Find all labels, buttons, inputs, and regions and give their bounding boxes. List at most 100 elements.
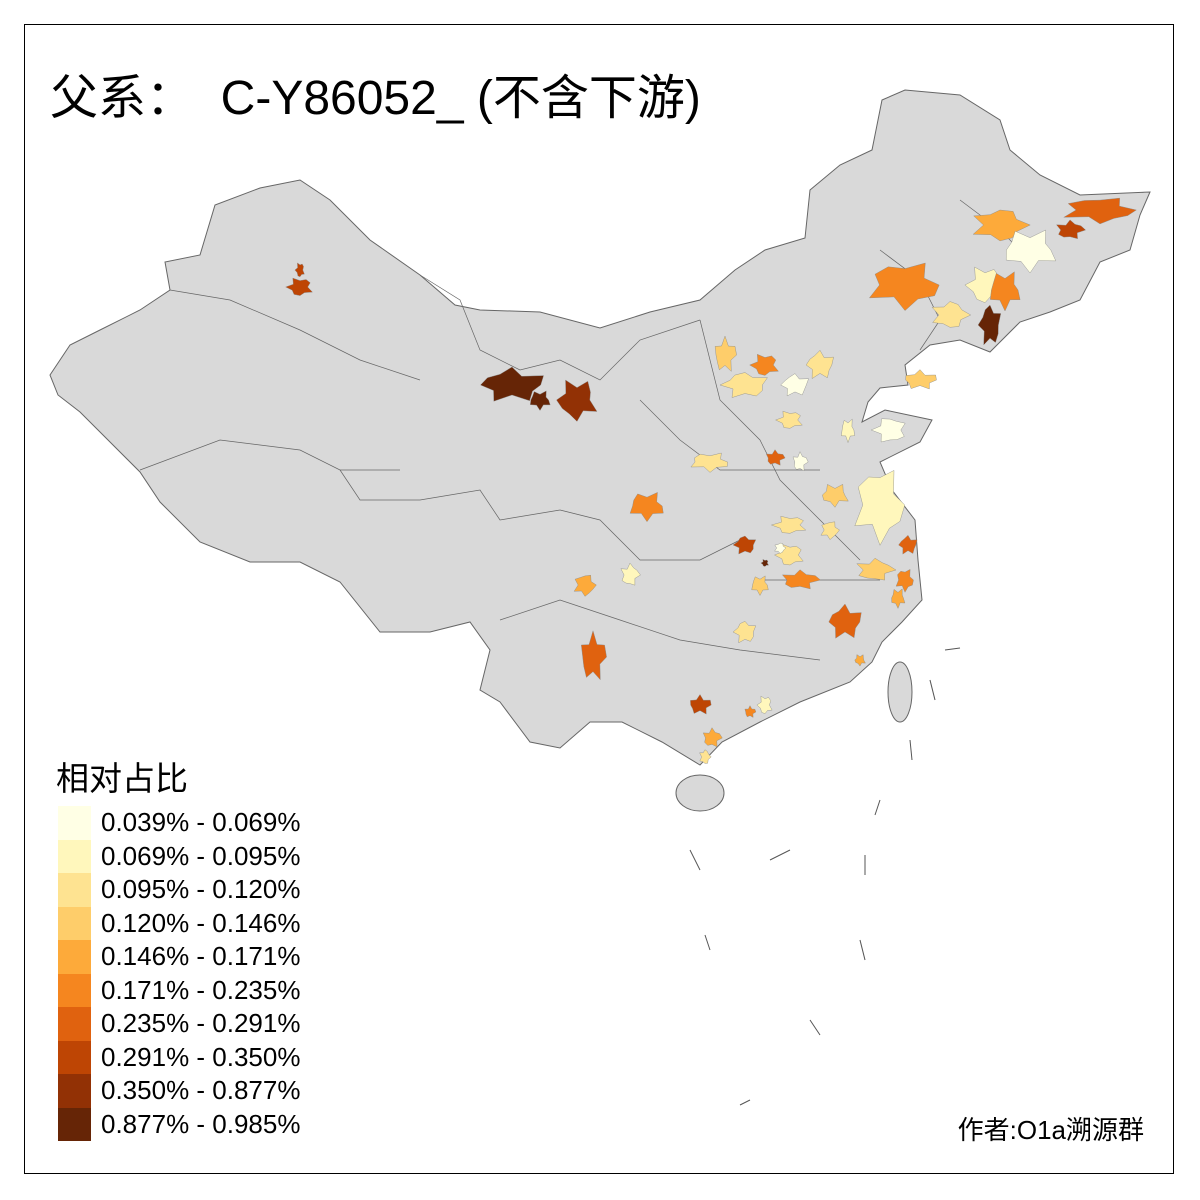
province-border (639, 399, 820, 471)
prefecture-region (854, 470, 906, 546)
island-line (929, 679, 936, 701)
legend-label: 0.095% - 0.120% (101, 874, 301, 905)
prefecture-region (990, 271, 1021, 312)
island-line (859, 939, 866, 961)
legend-swatch (58, 873, 91, 907)
island-line (769, 849, 791, 861)
prefecture-region (732, 621, 757, 644)
legend-label: 0.039% - 0.069% (101, 807, 301, 838)
prefecture-region (294, 262, 305, 278)
island-line (739, 1099, 751, 1106)
island-line (944, 647, 961, 651)
island-line (874, 799, 881, 816)
prefecture-region (556, 379, 598, 422)
prefecture-region (770, 515, 807, 534)
prefecture-region (792, 451, 809, 472)
legend-item: 0.877% - 0.985% (58, 1107, 300, 1141)
prefecture-region (1063, 197, 1137, 225)
prefecture-region (972, 209, 1031, 242)
prefecture-region (765, 449, 786, 466)
china-mainland (49, 89, 1151, 766)
prefecture-region (690, 694, 712, 715)
legend-label: 0.120% - 0.146% (101, 907, 301, 938)
legend-swatch (58, 1007, 91, 1041)
legend-item: 0.235% - 0.291% (58, 1007, 300, 1041)
province-border (879, 249, 941, 351)
legend-item: 0.120% - 0.146% (58, 906, 301, 940)
map-title: 父系： C-Y86052_ (不含下游) (50, 72, 701, 125)
legend-swatch (58, 839, 91, 873)
prefecture-region (780, 373, 809, 397)
legend-swatch (58, 973, 91, 1007)
province-border (169, 289, 421, 381)
prefecture-region (1056, 219, 1086, 239)
prefecture-region (775, 410, 803, 429)
prefecture-region (690, 452, 728, 473)
island-line (809, 1019, 821, 1036)
prefecture-region (702, 727, 723, 748)
province-border (559, 509, 741, 561)
prefecture-region (1005, 229, 1057, 274)
legend-item: 0.069% - 0.095% (58, 839, 301, 873)
prefecture-region (480, 366, 544, 402)
prefecture-region (905, 369, 937, 390)
prefecture-region (898, 534, 918, 555)
legend-swatch (58, 1107, 91, 1141)
hainan-island (675, 774, 725, 812)
prefecture-region (629, 492, 664, 523)
prefecture-region (573, 574, 597, 597)
prefecture-region (856, 557, 897, 581)
legend-label: 0.235% - 0.291% (101, 1008, 301, 1039)
prefecture-region (820, 521, 840, 540)
island-line (704, 934, 711, 951)
prefecture-region (774, 542, 787, 554)
legend-label: 0.171% - 0.235% (101, 974, 301, 1005)
prefecture-region (841, 418, 855, 444)
province-border (499, 599, 821, 661)
legend-swatch (58, 806, 91, 840)
legend-item: 0.039% - 0.069% (58, 806, 300, 840)
legend-item: 0.291% - 0.350% (58, 1040, 301, 1074)
prefecture-region (774, 544, 804, 566)
prefecture-region (714, 335, 737, 372)
map-frame (24, 24, 1174, 1174)
island-line (689, 849, 701, 871)
legend-swatch (58, 1074, 91, 1108)
prefecture-region (781, 569, 821, 590)
prefecture-region (719, 372, 768, 398)
prefecture-region (285, 277, 313, 296)
legend-item: 0.146% - 0.171% (58, 940, 300, 974)
legend-title: 相对占比 (56, 759, 188, 798)
legend-swatch (58, 906, 91, 940)
legend-item: 0.095% - 0.120% (58, 873, 300, 907)
prefecture-region (581, 630, 607, 681)
prefecture-region (977, 304, 1002, 346)
prefecture-region (749, 353, 779, 376)
legend-swatch (58, 1040, 91, 1074)
province-border (419, 274, 701, 381)
prefecture-region (891, 588, 906, 609)
prefecture-region (530, 390, 551, 411)
province-border (339, 469, 561, 521)
island-line (909, 739, 913, 761)
legend-label: 0.291% - 0.350% (101, 1041, 301, 1072)
prefecture-region (756, 695, 773, 714)
prefecture-region (751, 575, 769, 596)
legend-item: 0.350% - 0.877% (58, 1074, 300, 1108)
prefecture-region (870, 418, 906, 443)
province-border (139, 439, 400, 471)
prefecture-region (744, 705, 757, 718)
taiwan-island (887, 661, 913, 723)
legend-item: 0.171% - 0.235% (58, 973, 301, 1007)
prefecture-region (620, 562, 641, 586)
legend-swatch (58, 940, 91, 974)
prefecture-region (822, 483, 849, 508)
author-credit: 作者:O1a溯源群 (957, 1115, 1144, 1145)
legend-label: 0.069% - 0.095% (101, 840, 301, 871)
prefecture-region (828, 603, 862, 639)
prefecture-region (895, 569, 914, 593)
prefecture-region (931, 301, 972, 328)
prefecture-region (854, 654, 866, 667)
prefecture-region (699, 749, 712, 764)
